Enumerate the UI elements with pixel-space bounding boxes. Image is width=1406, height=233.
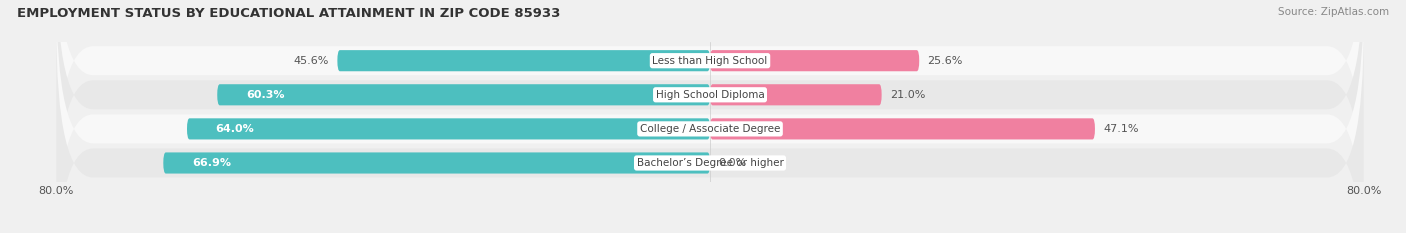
Text: 47.1%: 47.1% [1104,124,1139,134]
FancyBboxPatch shape [710,50,920,71]
FancyBboxPatch shape [710,84,882,105]
Text: 60.3%: 60.3% [246,90,284,100]
FancyBboxPatch shape [337,50,710,71]
FancyBboxPatch shape [710,118,1095,140]
Text: 21.0%: 21.0% [890,90,925,100]
Text: High School Diploma: High School Diploma [655,90,765,100]
Text: Bachelor’s Degree or higher: Bachelor’s Degree or higher [637,158,783,168]
Text: 64.0%: 64.0% [215,124,254,134]
Text: College / Associate Degree: College / Associate Degree [640,124,780,134]
FancyBboxPatch shape [56,0,1364,233]
Text: EMPLOYMENT STATUS BY EDUCATIONAL ATTAINMENT IN ZIP CODE 85933: EMPLOYMENT STATUS BY EDUCATIONAL ATTAINM… [17,7,560,20]
Text: 25.6%: 25.6% [928,56,963,66]
Text: Less than High School: Less than High School [652,56,768,66]
FancyBboxPatch shape [56,0,1364,233]
FancyBboxPatch shape [163,152,710,174]
FancyBboxPatch shape [56,0,1364,200]
FancyBboxPatch shape [56,24,1364,233]
Text: 45.6%: 45.6% [294,56,329,66]
Text: 0.0%: 0.0% [718,158,747,168]
FancyBboxPatch shape [187,118,710,140]
Text: Source: ZipAtlas.com: Source: ZipAtlas.com [1278,7,1389,17]
Text: 66.9%: 66.9% [191,158,231,168]
FancyBboxPatch shape [218,84,710,105]
